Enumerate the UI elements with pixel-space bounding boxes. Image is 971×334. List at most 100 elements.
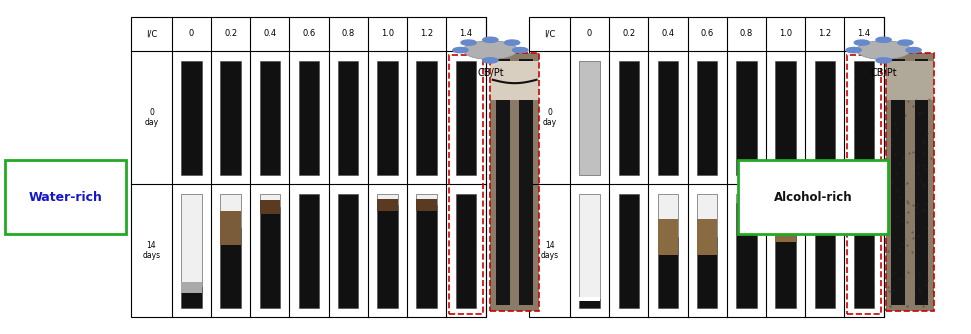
Bar (854, 60, 874, 175)
Bar (417, 205, 437, 308)
Circle shape (505, 40, 519, 45)
Bar (259, 60, 280, 175)
Bar (619, 194, 639, 308)
Text: 14
days: 14 days (541, 241, 558, 261)
Text: 1.0: 1.0 (779, 29, 792, 38)
Text: 1.4: 1.4 (857, 29, 871, 38)
Bar (496, 58, 510, 306)
Bar (519, 58, 533, 306)
Bar (220, 228, 241, 308)
Circle shape (483, 58, 498, 63)
Bar (815, 194, 835, 308)
Circle shape (856, 41, 911, 59)
Bar (580, 299, 600, 308)
Bar (891, 58, 905, 306)
Bar (378, 199, 398, 211)
Bar (490, 53, 539, 311)
Bar (378, 205, 398, 308)
Bar (182, 60, 202, 175)
Text: 0.4: 0.4 (263, 29, 277, 38)
Text: CB/Pt: CB/Pt (870, 68, 897, 78)
Circle shape (876, 58, 891, 63)
Bar (776, 226, 796, 308)
Bar (220, 60, 241, 175)
Bar (776, 210, 796, 241)
Circle shape (463, 41, 518, 59)
Bar (580, 194, 600, 299)
Bar (736, 203, 756, 308)
Bar (854, 194, 874, 205)
Bar (580, 60, 600, 175)
Text: 0
day: 0 day (543, 108, 556, 128)
Bar (220, 194, 241, 228)
Bar (338, 194, 358, 308)
Bar (886, 53, 934, 311)
Bar (697, 194, 718, 237)
Circle shape (483, 37, 498, 42)
Text: I/C: I/C (146, 29, 157, 38)
Bar (657, 194, 678, 237)
Text: 14
days: 14 days (143, 241, 160, 261)
Bar (378, 194, 398, 205)
Bar (417, 199, 437, 211)
Circle shape (854, 40, 869, 45)
Bar (417, 60, 437, 175)
Bar (378, 60, 398, 175)
Text: 0: 0 (586, 29, 592, 38)
Circle shape (876, 37, 891, 42)
Bar (736, 194, 756, 203)
Circle shape (513, 47, 528, 53)
Text: 0
day: 0 day (145, 108, 158, 128)
Bar (338, 60, 358, 175)
Text: Alcohol-rich: Alcohol-rich (774, 191, 853, 203)
Text: 1.4: 1.4 (459, 29, 473, 38)
Bar (182, 282, 202, 293)
Bar (915, 58, 928, 306)
Bar (886, 53, 934, 311)
Bar (299, 194, 319, 308)
Bar (220, 211, 241, 245)
Bar (776, 194, 796, 226)
Text: I/C: I/C (544, 29, 555, 38)
Bar (738, 160, 888, 234)
Circle shape (846, 47, 861, 53)
Bar (299, 60, 319, 175)
Text: 0.6: 0.6 (700, 29, 714, 38)
Bar (455, 194, 476, 308)
Bar (657, 237, 678, 308)
Circle shape (898, 40, 913, 45)
Bar (848, 54, 881, 314)
Text: 1.2: 1.2 (819, 29, 831, 38)
Text: 0.8: 0.8 (740, 29, 753, 38)
Bar (259, 207, 280, 308)
Bar (131, 17, 486, 317)
Bar (490, 53, 539, 311)
Bar (815, 60, 835, 175)
Bar (259, 200, 280, 214)
Text: 0.4: 0.4 (661, 29, 675, 38)
Bar (657, 219, 678, 255)
Bar (5, 160, 126, 234)
Bar (619, 60, 639, 175)
Bar (697, 237, 718, 308)
Text: 0.6: 0.6 (302, 29, 316, 38)
Bar (657, 60, 678, 175)
Text: 0.2: 0.2 (224, 29, 237, 38)
Text: 0.8: 0.8 (342, 29, 354, 38)
Bar (697, 60, 718, 175)
Text: 1.0: 1.0 (381, 29, 394, 38)
Bar (182, 287, 202, 308)
Text: 0.2: 0.2 (622, 29, 635, 38)
Bar (697, 219, 718, 255)
Bar (417, 194, 437, 205)
Bar (259, 194, 280, 207)
Bar (182, 194, 202, 287)
Bar (736, 60, 756, 175)
Text: CB/Pt: CB/Pt (477, 68, 504, 78)
Text: 0: 0 (188, 29, 194, 38)
Circle shape (906, 47, 921, 53)
Bar (776, 60, 796, 175)
Bar (529, 17, 884, 317)
Bar (455, 60, 476, 175)
Text: 1.2: 1.2 (420, 29, 433, 38)
